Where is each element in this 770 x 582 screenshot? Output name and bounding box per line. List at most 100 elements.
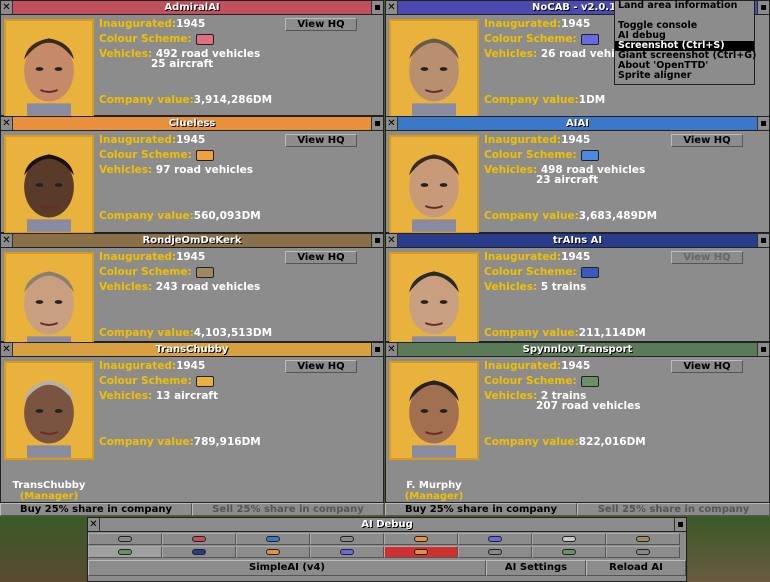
face-icon — [6, 363, 92, 458]
close-icon[interactable]: ✕ — [386, 117, 398, 130]
view-hq-button[interactable]: View HQ — [671, 360, 743, 373]
pin-icon[interactable]: ▪ — [371, 1, 383, 14]
sell-share-button-right[interactable]: Sell 25% share in company — [577, 503, 770, 516]
view-hq-button[interactable]: View HQ — [285, 251, 357, 264]
ai-company-button[interactable] — [384, 546, 458, 558]
bus-icon — [195, 266, 214, 278]
menu-item[interactable]: Land area information — [618, 0, 738, 11]
manager-name: TransChubby (Manager) — [12, 480, 86, 502]
company-color-icon — [562, 536, 576, 542]
view-hq-button[interactable]: View HQ — [671, 134, 743, 147]
company-value-row: Company value:4,103,513DM — [99, 327, 273, 339]
menu-item[interactable]: AI debug — [618, 30, 666, 41]
close-icon[interactable]: ✕ — [1, 234, 13, 247]
manager-portrait — [389, 252, 479, 351]
ai-company-button[interactable] — [458, 533, 532, 545]
pin-icon[interactable]: ▪ — [371, 234, 383, 247]
menu-item[interactable]: Giant screenshot (Ctrl+G) — [618, 50, 757, 61]
bus-icon — [580, 33, 599, 45]
close-icon[interactable]: ✕ — [386, 1, 398, 14]
face-icon — [391, 363, 477, 458]
buy-share-button-left[interactable]: Buy 25% share in company — [0, 503, 192, 516]
close-icon[interactable]: ✕ — [386, 343, 398, 356]
company-color-icon — [488, 549, 502, 555]
ai-company-button[interactable] — [606, 533, 680, 545]
manager-portrait — [4, 361, 94, 460]
company-window: ✕ AIAI ▪ Inaugurated:1945 Colour Scheme:… — [385, 116, 770, 234]
ai-settings-button[interactable]: AI Settings — [486, 560, 586, 576]
face-icon — [391, 21, 477, 116]
menu-item[interactable]: Sprite aligner — [618, 70, 692, 81]
company-color-icon — [118, 536, 132, 542]
view-hq-button[interactable]: View HQ — [285, 18, 357, 31]
ai-name-label: SimpleAI (v4) — [88, 560, 486, 576]
vehicles-row-2: 25 aircraft — [151, 58, 214, 70]
pin-icon[interactable]: ▪ — [757, 343, 769, 356]
close-icon[interactable]: ✕ — [386, 234, 398, 247]
company-value-row: Company value:1DM — [484, 94, 606, 106]
company-value-row: Company value:3,914,286DM — [99, 94, 273, 106]
close-icon[interactable]: ✕ — [1, 1, 13, 14]
manager-name: F. Murphy (Manager) — [404, 480, 464, 502]
company-color-icon — [340, 549, 354, 555]
company-name: TransChubby — [155, 344, 229, 355]
face-icon — [391, 137, 477, 232]
company-color-icon — [266, 549, 280, 555]
ai-company-button[interactable] — [458, 546, 532, 558]
ai-company-button[interactable] — [532, 533, 606, 545]
close-icon[interactable]: ✕ — [1, 343, 13, 356]
company-window: ✕ Spynnlov Transport ▪ Inaugurated:1945 … — [385, 342, 770, 503]
close-icon[interactable]: ✕ — [1, 117, 13, 130]
manager-portrait — [4, 252, 94, 351]
company-name: Clueless — [168, 118, 216, 129]
face-icon — [391, 254, 477, 349]
company-color-icon — [192, 549, 206, 555]
vehicles-row-2: 23 aircraft — [536, 174, 599, 186]
pin-icon[interactable]: ▪ — [757, 234, 769, 247]
pin-icon[interactable]: ▪ — [371, 117, 383, 130]
bus-icon — [195, 149, 214, 161]
view-hq-button[interactable]: View HQ — [671, 251, 743, 264]
ai-company-button[interactable] — [162, 546, 236, 558]
ai-company-button[interactable] — [236, 533, 310, 545]
menu-item[interactable]: Toggle console — [618, 20, 698, 31]
inaugurated-row: Inaugurated:1945 — [99, 134, 206, 146]
manager-portrait — [389, 135, 479, 234]
pin-icon[interactable]: ▪ — [674, 518, 686, 531]
menu-item[interactable]: About 'OpenTTD' — [618, 60, 709, 71]
company-name: RondjeOmDeKerk — [142, 235, 242, 246]
pin-icon[interactable]: ▪ — [757, 117, 769, 130]
colour-scheme-row: Colour Scheme: — [484, 375, 599, 387]
close-icon[interactable]: ✕ — [88, 518, 100, 531]
pin-icon[interactable]: ▪ — [757, 1, 769, 14]
company-color-icon — [488, 536, 502, 542]
ai-debug-window: ✕ AI Debug ▪ SimpleAI (v4) AI Settings R… — [87, 517, 687, 582]
ai-company-button[interactable] — [310, 533, 384, 545]
ai-company-button[interactable] — [532, 546, 606, 558]
company-value-row: Company value:822,016DM — [484, 436, 646, 448]
manager-portrait — [4, 135, 94, 234]
ai-company-button[interactable] — [162, 533, 236, 545]
menu-item[interactable]: Screenshot (Ctrl+S) — [615, 41, 754, 51]
ai-company-button[interactable] — [310, 546, 384, 558]
buy-share-button-right[interactable]: Buy 25% share in company — [385, 503, 577, 516]
company-name: AdmiralAI — [164, 2, 220, 13]
bus-icon — [195, 375, 214, 387]
reload-ai-button[interactable]: Reload AI — [586, 560, 686, 576]
map-background-left — [0, 517, 88, 582]
view-hq-button[interactable]: View HQ — [285, 360, 357, 373]
company-window: ✕ AdmiralAI ▪ Inaugurated:1945 Colour Sc… — [0, 0, 384, 118]
colour-scheme-row: Colour Scheme: — [99, 266, 214, 278]
vehicles-row: Vehicles: 5 trains — [484, 281, 587, 293]
ai-company-button[interactable] — [88, 546, 162, 558]
sell-share-button-left[interactable]: Sell 25% share in company — [192, 503, 384, 516]
company-color-icon — [340, 536, 354, 542]
view-hq-button[interactable]: View HQ — [285, 134, 357, 147]
pin-icon[interactable]: ▪ — [371, 343, 383, 356]
ai-company-button[interactable] — [384, 533, 458, 545]
inaugurated-row: Inaugurated:1945 — [99, 18, 206, 30]
ai-company-button[interactable] — [606, 546, 680, 558]
ai-company-button[interactable] — [236, 546, 310, 558]
ai-company-button[interactable] — [88, 533, 162, 545]
ai-debug-title: AI Debug — [361, 519, 413, 530]
